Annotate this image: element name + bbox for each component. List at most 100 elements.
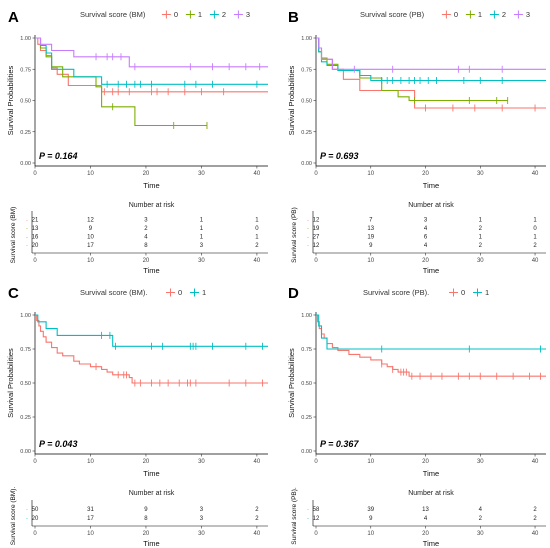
risk-x-axis-title: Time	[423, 539, 439, 548]
legend-key-3: 3	[233, 10, 250, 19]
risk-x-tick-label: 30	[198, 258, 205, 264]
risk-count: 2	[533, 516, 537, 522]
legend-label-2: 2	[502, 10, 506, 19]
axes: 0.00 0.25 0.50 0.75 1.00 0 10 20 30 40 Time Surviva…	[6, 35, 268, 190]
risk-x-tick-label: 0	[33, 531, 37, 537]
risk-table: Number at risk- 58 39 13 4 2- 12 9 4 2 20 10 20 30 40T…	[291, 487, 546, 548]
risk-x-axis-title: Time	[423, 266, 439, 275]
risk-x-tick-label: 0	[33, 258, 37, 264]
x-tick-label: 10	[87, 171, 94, 177]
risk-count: 31	[87, 507, 94, 513]
risk-count: 12	[313, 243, 320, 249]
risk-count: 12	[87, 218, 94, 224]
risk-count: 12	[313, 218, 320, 224]
risk-table: Number at risk- 12 7 3 1 1- 19 13 4 2 0- 27 19 6 1 1- 12…	[291, 202, 546, 275]
risk-count: 2	[479, 243, 483, 249]
x-tick-label: 0	[33, 459, 37, 465]
legend-key-3: 3	[513, 10, 530, 19]
x-axis-title: Time	[143, 181, 159, 190]
x-tick-label: 20	[422, 459, 429, 465]
risk-count: 0	[533, 226, 537, 232]
risk-x-tick-label: 10	[87, 531, 94, 537]
risk-count: 13	[32, 226, 39, 232]
survival-curve-3	[316, 37, 546, 70]
series-1	[35, 37, 208, 129]
legend-key-0: 0	[449, 288, 465, 297]
x-tick-label: 20	[422, 171, 429, 177]
risk-count: 19	[367, 235, 374, 241]
risk-count: 2	[255, 243, 259, 249]
risk-row-key: -	[307, 218, 309, 224]
risk-count: 4	[424, 243, 428, 249]
risk-row-key: -	[26, 507, 28, 513]
panel-c: C Survival score (BM). 0 1 0.00 0.25 0.50 0.75 1…	[6, 285, 268, 548]
y-tick-label: 0.00	[301, 449, 312, 455]
legend-key-1: 1	[473, 288, 489, 297]
risk-count: 8	[144, 516, 148, 522]
risk-row-key: -	[307, 507, 309, 513]
risk-x-tick-label: 30	[198, 531, 205, 537]
risk-table: Number at risk- 50 31 9 3 2- 20 17 8 3 20 10 20 30 40T…	[10, 487, 268, 548]
panel-a: A Survival score (BM) 0 1 2 30.000.250.500.75…	[6, 9, 268, 275]
y-tick-label: 0.50	[301, 99, 312, 105]
panel-b: B Survival score (PB) 0 1 2 30.000.250.500.75…	[287, 9, 546, 275]
legend-label-3: 3	[246, 10, 250, 19]
legend-label-0: 0	[178, 288, 182, 297]
survival-curve-1	[316, 314, 546, 350]
p-value: P = 0.043	[39, 439, 77, 449]
risk-row-key: -	[307, 516, 309, 522]
legend-key-1: 1	[185, 10, 202, 19]
x-tick-label: 40	[254, 171, 261, 177]
risk-count: 20	[32, 516, 39, 522]
panel-d: D Survival score (PB). 0 1 0.00 0.25 0.50 0.75 1…	[287, 285, 546, 548]
legend-key-0: 0	[166, 288, 182, 297]
x-tick-label: 30	[477, 171, 484, 177]
axes: 0.00 0.25 0.50 0.75 1.00 0 10 20 30 40 Time Surviva…	[6, 312, 268, 478]
risk-row-key: -	[307, 226, 309, 232]
y-axis-title: Survival Probabilities	[287, 348, 296, 418]
series-1	[316, 314, 546, 353]
y-axis-title: Survival Probabilities	[287, 65, 296, 135]
risk-count: 2	[533, 507, 537, 513]
risk-x-tick-label: 20	[143, 258, 150, 264]
risk-count: 4	[424, 226, 428, 232]
risk-row-key: -	[26, 243, 28, 249]
risk-x-tick-label: 0	[314, 531, 318, 537]
y-tick-label: 0.25	[301, 130, 312, 136]
y-tick-label: 0.25	[20, 415, 31, 421]
x-tick-label: 0	[314, 171, 318, 177]
legend-label-0: 0	[454, 10, 458, 19]
risk-y-axis-title: Survival score (PB).	[291, 487, 298, 545]
legend-label-1: 1	[202, 288, 206, 297]
legend: Survival score (BM). 0 1	[80, 288, 206, 297]
risk-count: 2	[479, 516, 483, 522]
risk-x-tick-label: 40	[254, 258, 261, 264]
survival-curve-0	[35, 314, 268, 384]
survival-curve-3	[35, 37, 268, 68]
panel-letter: D	[288, 285, 299, 302]
risk-count: 3	[424, 218, 428, 224]
risk-x-tick-label: 20	[422, 531, 429, 537]
x-tick-label: 10	[367, 171, 374, 177]
series-3	[35, 37, 268, 71]
series-0	[35, 314, 268, 387]
x-tick-label: 40	[254, 459, 261, 465]
legend-label-3: 3	[526, 10, 530, 19]
legend-key-1: 1	[465, 10, 482, 19]
risk-x-tick-label: 40	[532, 258, 539, 264]
legend-title: Survival score (PB).	[363, 288, 429, 297]
legend-label-0: 0	[461, 288, 465, 297]
x-tick-label: 10	[367, 459, 374, 465]
risk-count: 3	[200, 516, 204, 522]
risk-count: 13	[367, 226, 374, 232]
y-tick-label: 0.25	[301, 415, 312, 421]
legend-key-2: 2	[489, 10, 506, 19]
risk-count: 3	[200, 507, 204, 513]
y-tick-label: 0.75	[20, 67, 31, 73]
legend-key-2: 2	[209, 10, 226, 19]
risk-count: 1	[255, 218, 259, 224]
y-tick-label: 0.25	[20, 130, 31, 136]
risk-count: 9	[89, 226, 93, 232]
